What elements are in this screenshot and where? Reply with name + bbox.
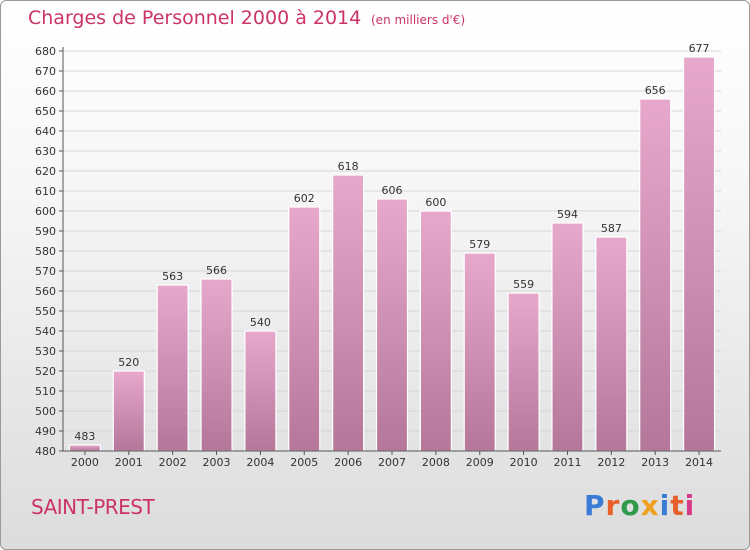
x-tick-label: 2002	[159, 456, 187, 469]
data-label: 563	[162, 270, 183, 283]
x-tick-label: 2011	[553, 456, 581, 469]
bar	[682, 56, 716, 452]
data-label: 602	[294, 192, 315, 205]
data-label: 566	[206, 264, 227, 277]
bar	[156, 284, 189, 452]
bar-layer	[68, 56, 716, 452]
data-label: 618	[338, 160, 359, 173]
bar	[112, 370, 145, 452]
y-tick-label: 600	[35, 205, 56, 218]
label-layer: 483 520 563 566 540 602 618 606 600 579 559 594 587 6…	[74, 42, 709, 443]
x-tick-label: 2001	[115, 456, 143, 469]
y-tick-label: 640	[35, 125, 56, 138]
x-tick-label: 2008	[422, 456, 450, 469]
bar	[463, 252, 496, 452]
x-tick-label: 2012	[597, 456, 625, 469]
logo-letter: r	[605, 489, 621, 522]
data-label: 656	[645, 84, 666, 97]
bar	[332, 174, 365, 452]
bar	[639, 98, 672, 452]
y-tick-label: 660	[35, 85, 56, 98]
x-tick-label: 2003	[203, 456, 231, 469]
x-tick-label: 2010	[510, 456, 538, 469]
data-label: 600	[425, 196, 446, 209]
data-label: 520	[118, 356, 139, 369]
logo-letter: x	[640, 489, 660, 522]
x-tick-label: 2007	[378, 456, 406, 469]
bar	[200, 278, 233, 452]
logo-letter: o	[620, 489, 641, 522]
bar	[595, 236, 628, 452]
data-label: 559	[513, 278, 534, 291]
data-label: 594	[557, 208, 578, 221]
y-tick-label: 570	[35, 265, 56, 278]
bar	[375, 198, 409, 452]
x-tick-label: 2014	[685, 456, 713, 469]
data-label: 606	[382, 184, 403, 197]
chart-subtitle: (en milliers d'€)	[371, 13, 466, 27]
bar	[68, 444, 102, 452]
y-tick-label: 620	[35, 165, 56, 178]
data-label: 483	[74, 430, 95, 443]
data-label: 677	[689, 42, 710, 55]
y-tick-label: 650	[35, 105, 56, 118]
y-tick-label: 480	[35, 445, 56, 458]
logo-letter: t	[670, 489, 685, 522]
bar	[288, 206, 321, 452]
y-tick-label: 670	[35, 65, 56, 78]
y-tick-label: 580	[35, 245, 56, 258]
y-tick-label: 680	[35, 45, 56, 58]
axis-layer: 480 490 500 510 520 530 540 550 560 570 580 590 600 6…	[35, 45, 721, 469]
y-tick-label: 610	[35, 185, 56, 198]
x-tick-label: 2013	[641, 456, 669, 469]
y-tick-label: 560	[35, 285, 56, 298]
y-tick-label: 540	[35, 325, 56, 338]
proxiti-logo[interactable]: Proxiti	[584, 489, 695, 522]
x-tick-label: 2009	[466, 456, 494, 469]
logo-letter: i	[659, 489, 671, 522]
bar	[551, 222, 584, 452]
x-tick-label: 2000	[71, 456, 99, 469]
y-tick-label: 630	[35, 145, 56, 158]
y-tick-label: 530	[35, 345, 56, 358]
y-tick-label: 550	[35, 305, 56, 318]
bar	[507, 292, 540, 452]
y-tick-label: 510	[35, 385, 56, 398]
logo-letter: P	[584, 489, 606, 522]
data-label: 579	[469, 238, 490, 251]
x-tick-label: 2004	[246, 456, 274, 469]
data-label: 587	[601, 222, 622, 235]
data-label: 540	[250, 316, 271, 329]
y-tick-label: 500	[35, 405, 56, 418]
chart-title: Charges de Personnel 2000 à 2014	[28, 7, 362, 29]
commune-name: SAINT-PREST	[31, 495, 155, 519]
x-tick-label: 2006	[334, 456, 362, 469]
y-tick-label: 590	[35, 225, 56, 238]
bar	[244, 330, 277, 452]
y-tick-label: 490	[35, 425, 56, 438]
y-tick-label: 520	[35, 365, 56, 378]
bar	[419, 210, 452, 452]
logo-letter: i	[684, 489, 696, 522]
x-tick-label: 2005	[290, 456, 318, 469]
